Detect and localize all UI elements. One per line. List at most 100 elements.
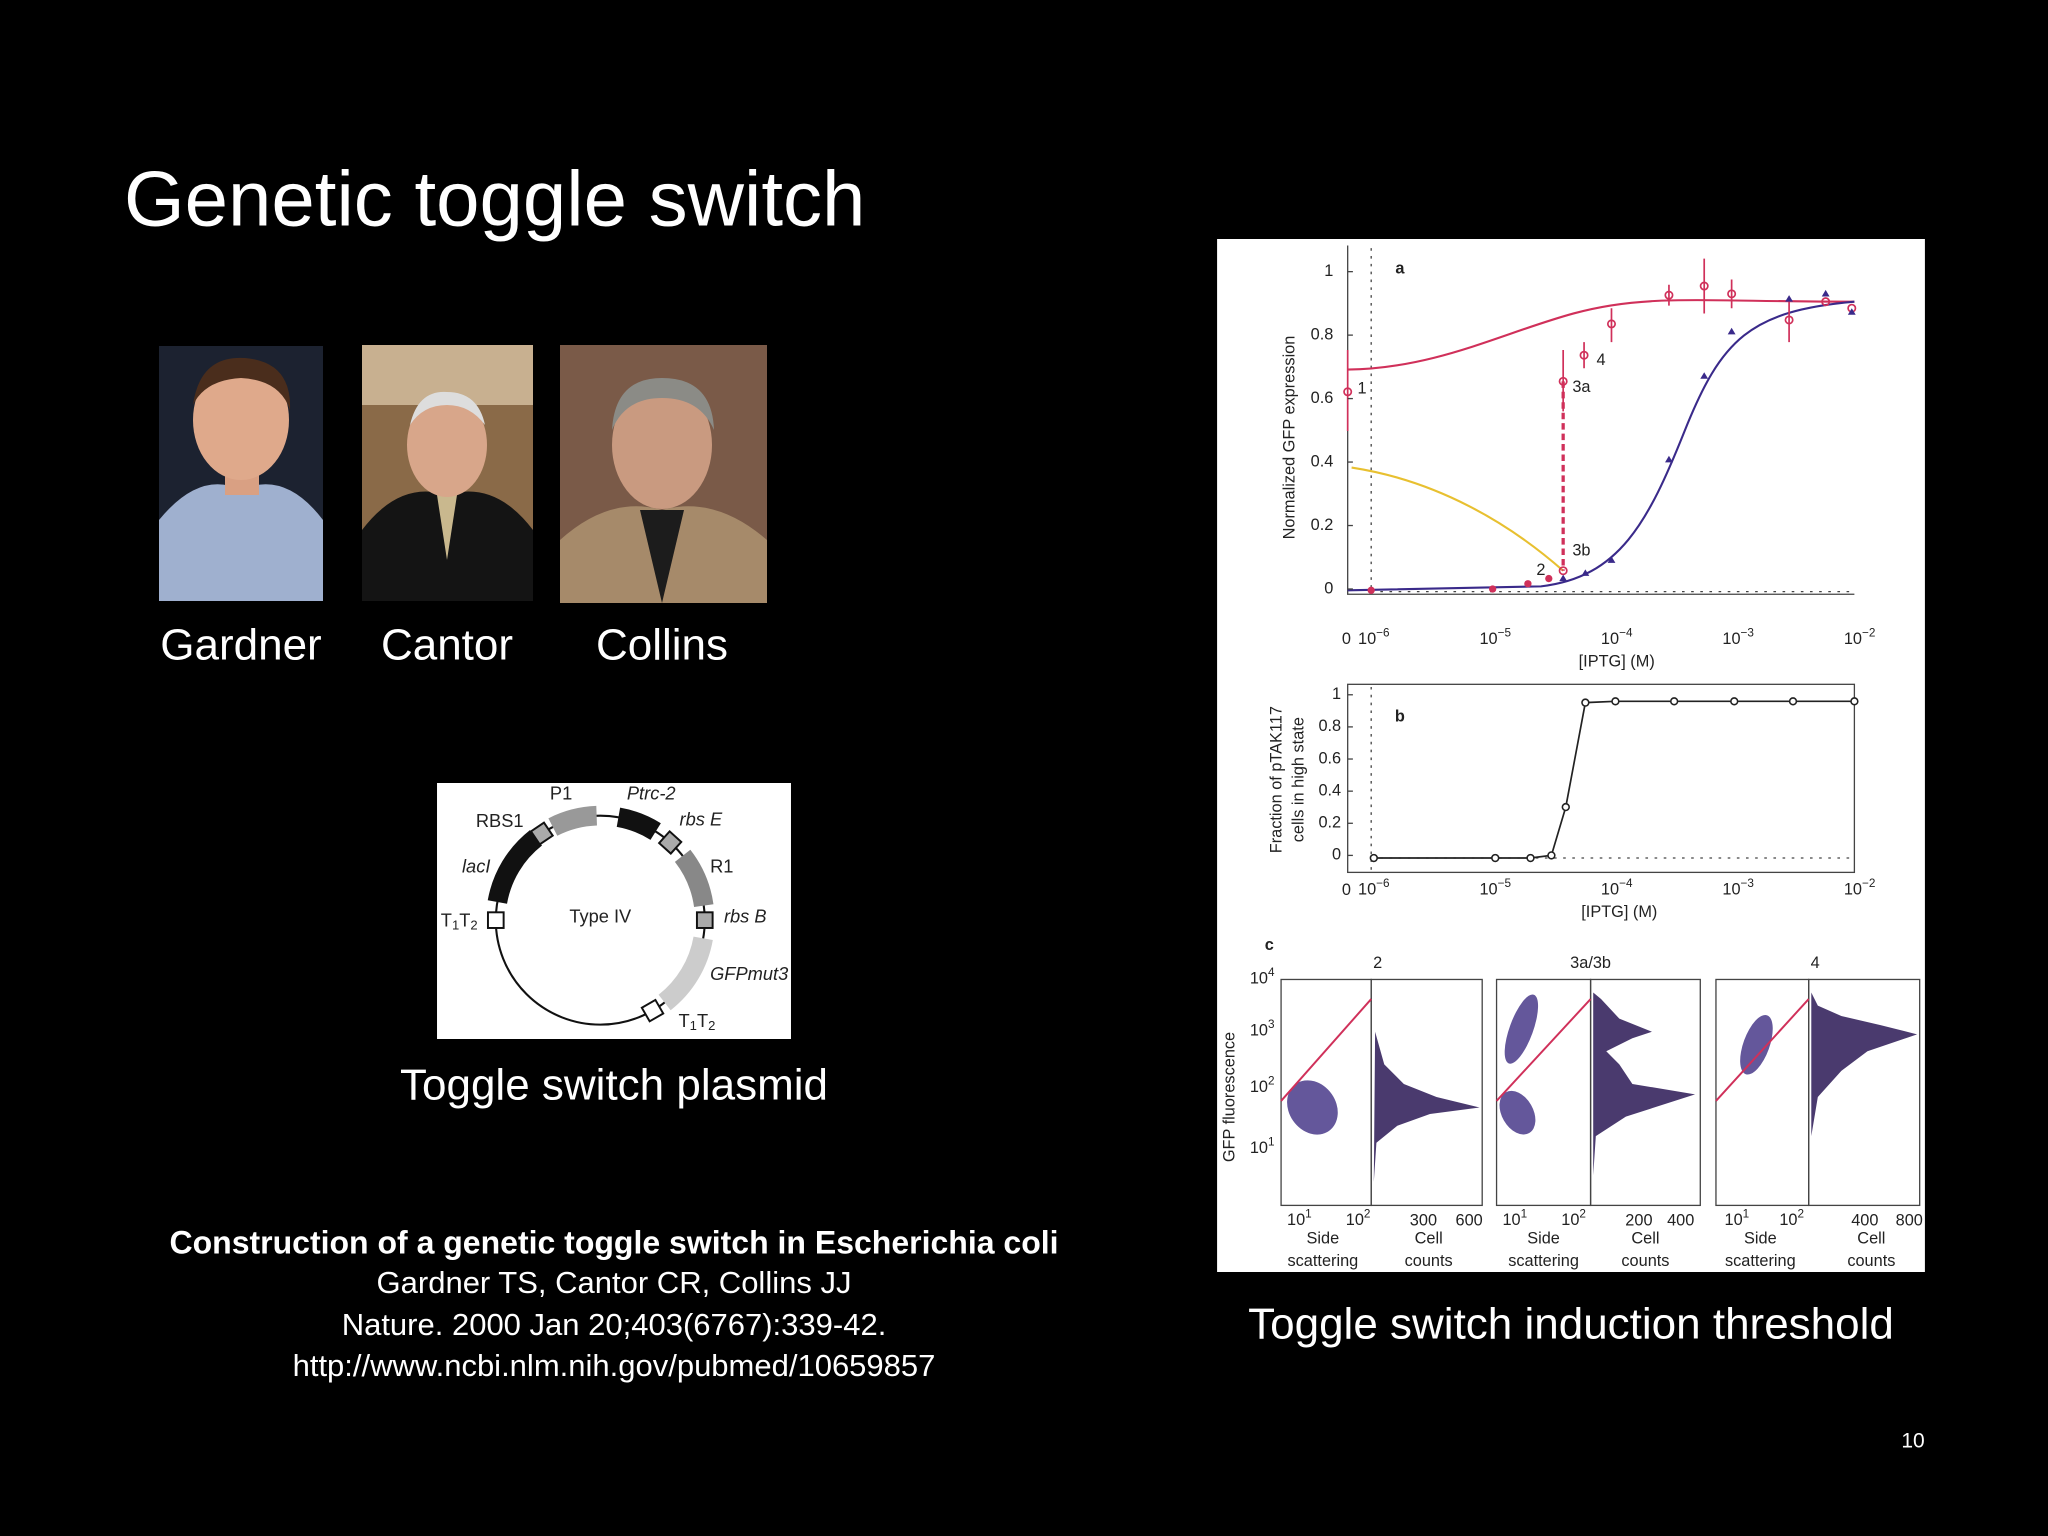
annotation: 4 <box>1596 351 1605 369</box>
x-tick-label: 10−5 <box>1479 877 1511 899</box>
person-name: Collins <box>596 621 728 670</box>
y-tick-label: 0 <box>1324 579 1333 597</box>
x-tick-label: 10−4 <box>1601 877 1633 899</box>
tick-exponent: −3 <box>1741 877 1755 890</box>
y-tick-label: 1 <box>1324 262 1333 280</box>
x-tick-label: 10−2 <box>1844 627 1876 649</box>
x-tick-label: 0 <box>1342 881 1351 899</box>
x-axis-label: counts <box>1621 1252 1669 1270</box>
plasmid-label: T1T2 <box>441 909 478 933</box>
y-axis-label: GFP fluorescence <box>1220 1032 1238 1162</box>
x-tick-label: 102 <box>1779 1208 1804 1230</box>
tick-exponent: 4 <box>1268 966 1275 979</box>
tick-base: 10 <box>1601 881 1619 899</box>
tick-exponent: 1 <box>1305 1208 1312 1221</box>
y-tick-label: 0.4 <box>1311 452 1334 470</box>
tick-base: 10 <box>1779 1211 1797 1229</box>
tick-base: 10 <box>1844 630 1862 648</box>
plasmid-site <box>640 998 665 1023</box>
page-number: 10 <box>1901 1430 1924 1453</box>
y-tick-label: 104 <box>1250 966 1275 988</box>
tick-exponent: −6 <box>1376 877 1390 890</box>
x-tick-label: 400 <box>1667 1211 1694 1229</box>
x-axis-label: scattering <box>1508 1252 1579 1270</box>
x-tick-label: 10−3 <box>1722 877 1754 899</box>
citation-authors: Gardner TS, Cantor CR, Collins JJ <box>377 1265 852 1300</box>
photo-gardner <box>159 346 323 601</box>
plasmid-site <box>695 911 714 929</box>
tick-exponent: 3 <box>1268 1018 1275 1031</box>
citation-url: http://www.ncbi.nlm.nih.gov/pubmed/10659… <box>293 1348 936 1383</box>
tick-exponent: −6 <box>1376 627 1390 640</box>
group-title: 2 <box>1373 954 1382 972</box>
x-tick-label: 102 <box>1561 1208 1586 1230</box>
tick-exponent: 1 <box>1521 1208 1528 1221</box>
x-axis-label: Cell <box>1857 1230 1885 1248</box>
tick-base: 10 <box>1725 1211 1743 1229</box>
slide-title: Genetic toggle switch <box>124 155 865 243</box>
tick-base: 10 <box>1479 630 1497 648</box>
tick-base: 10 <box>1844 881 1862 899</box>
tick-exponent: −2 <box>1862 877 1875 890</box>
plasmid-label: rbs B <box>724 905 767 926</box>
x-axis-label: scattering <box>1288 1252 1359 1270</box>
plasmid-label: lacI <box>462 856 490 877</box>
plasmid-label: GFPmut3 <box>710 963 788 984</box>
x-tick-label: 101 <box>1287 1208 1312 1230</box>
annotation: 3b <box>1572 541 1590 559</box>
tick-exponent: −5 <box>1498 877 1512 890</box>
tick-exponent: 1 <box>1268 1136 1275 1149</box>
x-tick-label: 10−4 <box>1601 627 1633 649</box>
x-tick-label: 102 <box>1346 1208 1371 1230</box>
x-tick-label: 10−6 <box>1358 877 1390 899</box>
y-tick-label: 103 <box>1250 1018 1275 1040</box>
plasmid-segment <box>548 805 598 836</box>
tick-base: 10 <box>1358 630 1376 648</box>
plasmid-segment <box>487 830 543 905</box>
x-axis-label: counts <box>1405 1252 1453 1270</box>
x-axis-label: scattering <box>1725 1252 1796 1270</box>
tick-base: 10 <box>1358 881 1376 899</box>
tick-exponent: 2 <box>1364 1208 1371 1221</box>
x-tick-label: 101 <box>1725 1208 1750 1230</box>
x-tick-label: 10−3 <box>1722 627 1754 649</box>
person-name: Cantor <box>381 621 513 670</box>
x-tick-label: 101 <box>1502 1208 1527 1230</box>
tick-base: 10 <box>1502 1211 1520 1229</box>
annotation: 3a <box>1572 378 1591 396</box>
panel-letter: b <box>1395 707 1405 725</box>
group-title: 3a/3b <box>1570 954 1611 972</box>
plasmid-label: P1 <box>550 783 572 804</box>
x-tick-label: 200 <box>1625 1211 1652 1229</box>
tick-base: 10 <box>1250 1140 1268 1158</box>
tick-exponent: 2 <box>1798 1208 1805 1221</box>
panel-letter: a <box>1395 259 1405 277</box>
x-tick-label: 10−6 <box>1358 627 1390 649</box>
x-axis-label: Cell <box>1415 1230 1443 1248</box>
photo-cantor <box>362 345 533 601</box>
tick-base: 10 <box>1561 1211 1579 1229</box>
x-axis-label: counts <box>1847 1252 1895 1270</box>
y-tick-label: 0.2 <box>1318 814 1341 832</box>
citation-journal: Nature. 2000 Jan 20;403(6767):339-42. <box>342 1307 887 1342</box>
group-title: 4 <box>1811 954 1820 972</box>
photo-collins <box>560 345 767 603</box>
plasmid-caption: Toggle switch plasmid <box>400 1061 828 1110</box>
citation-title: Construction of a genetic toggle switch … <box>169 1224 1058 1260</box>
plasmid-label: Type IV <box>569 905 632 926</box>
x-tick-label: 10−2 <box>1844 877 1876 899</box>
plasmid-label: rbs E <box>680 809 723 830</box>
y-tick-label: 0.4 <box>1318 781 1341 799</box>
x-tick-label: 0 <box>1342 630 1351 648</box>
x-axis-label: [IPTG] (M) <box>1581 903 1657 921</box>
tick-base: 10 <box>1346 1211 1364 1229</box>
annotation: 1 <box>1358 379 1367 397</box>
plasmid-segment <box>616 807 661 841</box>
plasmid-segment <box>674 849 714 908</box>
tick-base: 10 <box>1722 881 1740 899</box>
y-tick-label: 0.6 <box>1311 389 1334 407</box>
y-axis-label: cells in high state <box>1290 717 1308 842</box>
y-tick-label: 0.8 <box>1318 717 1341 735</box>
y-axis-label: Fraction of pTAK117 <box>1267 706 1285 853</box>
x-axis-label: Side <box>1744 1230 1777 1248</box>
